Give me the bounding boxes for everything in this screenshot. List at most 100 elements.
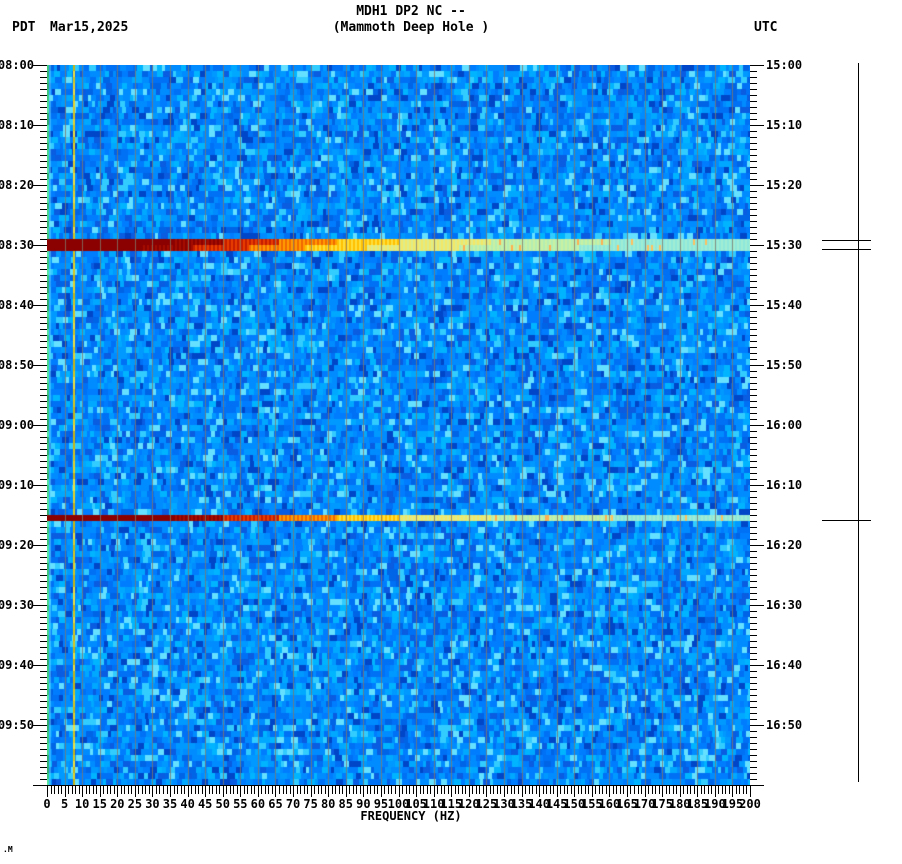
tick: [40, 473, 47, 474]
tick: [750, 539, 757, 540]
time-label-left: 08:50: [0, 358, 34, 372]
tick: [40, 341, 47, 342]
tick: [402, 786, 403, 794]
tick: [188, 786, 189, 797]
tick: [51, 786, 52, 794]
timezone-right-label: UTC: [754, 20, 778, 35]
time-label-right: 15:10: [766, 118, 803, 132]
tick: [40, 569, 47, 570]
freq-label: 145: [545, 797, 568, 811]
tick: [750, 83, 757, 84]
tick: [40, 317, 47, 318]
freq-label: 50: [215, 797, 230, 811]
tick: [750, 131, 757, 132]
tick: [750, 239, 757, 240]
tick: [750, 389, 757, 390]
tick: [750, 95, 757, 96]
tick: [283, 786, 284, 794]
freq-label: 80: [320, 797, 336, 811]
time-label-right: 16:30: [766, 598, 803, 612]
tick: [750, 257, 757, 258]
freq-label: 10: [74, 797, 90, 811]
tick: [40, 221, 47, 222]
tick: [40, 95, 47, 96]
tick: [416, 786, 417, 797]
tick: [107, 786, 108, 794]
tick: [40, 743, 47, 744]
tick: [40, 551, 47, 552]
tick: [40, 149, 47, 150]
tick: [40, 89, 47, 90]
tick: [356, 786, 357, 794]
tick: [61, 786, 62, 794]
freq-label: 60: [250, 797, 266, 811]
tick: [750, 359, 757, 360]
spectrogram-canvas: [47, 65, 750, 785]
tick: [86, 786, 87, 794]
tick: [655, 786, 656, 794]
tick: [750, 413, 757, 414]
tick: [750, 575, 757, 576]
tick: [149, 786, 150, 794]
tick: [750, 161, 757, 162]
tick: [40, 503, 47, 504]
tick: [40, 353, 47, 354]
tick: [363, 786, 364, 797]
tick: [750, 353, 757, 354]
tick: [40, 107, 47, 108]
tick: [33, 665, 47, 666]
tick: [117, 786, 118, 797]
tick: [370, 786, 371, 794]
tick: [725, 786, 726, 794]
tick: [718, 786, 719, 794]
time-label-right: 16:40: [766, 658, 803, 672]
tick: [40, 269, 47, 270]
tick: [750, 551, 757, 552]
tick: [641, 786, 642, 794]
tick: [131, 786, 132, 794]
time-label-left: 08:30: [0, 238, 34, 252]
page-artifact: .M: [3, 845, 13, 854]
tick: [40, 443, 47, 444]
tick: [342, 786, 343, 794]
tick: [40, 179, 47, 180]
tick: [40, 401, 47, 402]
tick: [750, 641, 757, 642]
tick: [145, 786, 146, 794]
tick: [399, 786, 400, 797]
tick: [557, 786, 558, 797]
tick: [750, 497, 757, 498]
tick: [346, 786, 347, 797]
freq-label: 195: [721, 797, 744, 811]
tick: [40, 197, 47, 198]
tick: [750, 737, 757, 738]
tick: [58, 786, 59, 794]
time-label-left: 09:10: [0, 478, 34, 492]
tick: [40, 761, 47, 762]
tick: [247, 786, 248, 794]
tick: [40, 311, 47, 312]
time-label-left: 08:00: [0, 58, 34, 72]
freq-label: 65: [268, 797, 283, 811]
tick: [750, 323, 757, 324]
tick: [750, 233, 757, 234]
tick: [578, 786, 579, 794]
tick: [40, 491, 47, 492]
tick: [659, 786, 660, 794]
tick: [205, 786, 206, 797]
tick: [40, 521, 47, 522]
tick: [339, 786, 340, 794]
tick: [40, 641, 47, 642]
tick: [142, 786, 143, 794]
tick: [750, 623, 757, 624]
tick: [40, 173, 47, 174]
tick: [138, 786, 139, 794]
tick: [258, 786, 259, 797]
tick: [40, 233, 47, 234]
tick: [750, 203, 757, 204]
freq-label: 45: [197, 797, 213, 811]
tick: [152, 786, 153, 797]
tick: [40, 239, 47, 240]
tick: [736, 786, 737, 794]
tick: [391, 786, 392, 794]
